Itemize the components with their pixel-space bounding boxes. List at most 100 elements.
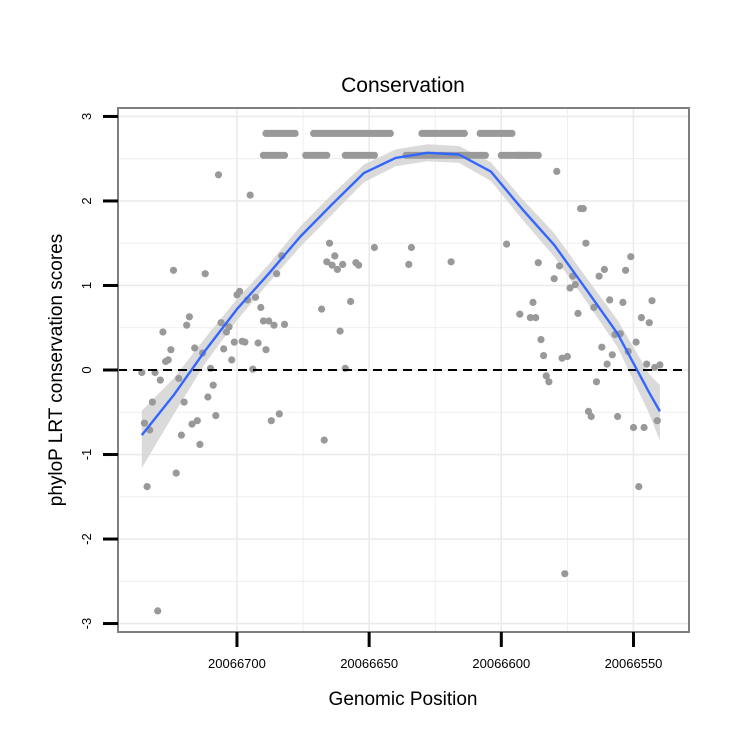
data-point: [640, 423, 648, 432]
x-tick-label: 20066650: [340, 656, 398, 671]
data-point: [645, 319, 653, 327]
data-point: [370, 243, 378, 252]
data-point: [323, 151, 331, 159]
data-point: [481, 151, 489, 159]
data-point: [156, 376, 164, 384]
data-point: [251, 293, 260, 301]
data-point: [143, 483, 151, 491]
y-tick-label: -3: [79, 618, 94, 630]
data-point: [587, 412, 595, 421]
data-point: [265, 317, 273, 325]
data-point: [204, 393, 212, 401]
data-point: [550, 275, 558, 283]
data-point: [172, 469, 180, 477]
data-point: [214, 171, 223, 179]
data-point: [328, 261, 336, 269]
data-point: [228, 356, 236, 364]
data-point: [608, 351, 616, 359]
data-point: [590, 303, 598, 312]
data-point: [561, 570, 569, 578]
confidence-band: [141, 144, 660, 469]
data-point: [656, 361, 664, 369]
data-point: [553, 167, 561, 175]
smooth-line: [140, 151, 661, 436]
data-point: [262, 346, 270, 354]
data-point: [537, 336, 545, 344]
data-point: [212, 412, 220, 420]
y-tick-label: -2: [79, 533, 94, 545]
data-point: [566, 284, 574, 292]
data-point: [555, 262, 564, 270]
data-point: [318, 305, 326, 313]
data-point: [201, 270, 209, 278]
data-point: [196, 440, 204, 448]
data-point: [191, 344, 199, 352]
data-point: [603, 360, 611, 368]
data-point: [355, 261, 363, 269]
data-point: [508, 129, 516, 137]
data-point: [270, 321, 278, 329]
data-point: [280, 320, 289, 328]
data-point: [185, 313, 193, 321]
data-point: [188, 420, 196, 428]
data-point: [592, 378, 601, 386]
data-point: [405, 260, 413, 268]
data-point: [540, 352, 548, 360]
data-point: [516, 310, 524, 318]
y-tick-label: 2: [79, 197, 94, 204]
x-tick-label: 20066700: [208, 656, 266, 671]
data-point: [629, 423, 638, 432]
data-point: [386, 129, 394, 137]
data-point: [225, 323, 233, 331]
data-point: [648, 297, 656, 305]
data-point: [164, 356, 172, 364]
data-point: [447, 258, 455, 266]
data-point: [148, 398, 156, 406]
data-point: [183, 321, 191, 329]
data-point: [320, 436, 328, 444]
data-point: [236, 287, 244, 295]
x-tick-label: 20066600: [472, 656, 530, 671]
data-point: [574, 309, 582, 317]
data-point: [259, 317, 267, 325]
y-tick-label: 0: [79, 366, 94, 373]
data-point: [230, 338, 238, 346]
data-point: [370, 151, 378, 159]
data-point: [563, 352, 572, 361]
data-point: [529, 298, 537, 306]
data-point: [193, 417, 201, 425]
data-point: [336, 327, 344, 335]
data-point: [246, 191, 254, 199]
data-point: [571, 281, 579, 289]
data-point: [339, 260, 347, 268]
data-point: [241, 338, 249, 346]
data-point: [167, 346, 175, 354]
y-axis: -3 -2 -1 0 1 2 3: [79, 113, 118, 629]
x-tick-label: 20066550: [605, 656, 663, 671]
data-point: [619, 298, 627, 306]
x-axis-label: Genomic Position: [329, 689, 478, 710]
data-point: [503, 240, 511, 248]
data-point: [273, 270, 281, 278]
data-point: [600, 265, 609, 273]
data-point: [579, 205, 587, 213]
data-point: [154, 607, 162, 615]
data-point: [545, 378, 553, 386]
data-point: [622, 266, 630, 274]
data-point: [347, 297, 355, 306]
data-point: [323, 258, 331, 266]
chart-title: Conservation: [341, 74, 465, 97]
data-point: [140, 419, 148, 427]
data-point: [598, 343, 606, 351]
y-axis-label: phyloP LRT conservation scores: [46, 234, 67, 507]
data-point: [582, 239, 590, 247]
data-point: [595, 272, 603, 280]
data-point: [257, 303, 265, 312]
data-point: [643, 360, 651, 368]
data-point: [542, 372, 550, 380]
data-point: [267, 417, 275, 425]
x-axis: 20066700 20066650 20066600 20066550: [208, 632, 662, 671]
data-point: [653, 417, 661, 425]
data-point: [635, 483, 643, 491]
